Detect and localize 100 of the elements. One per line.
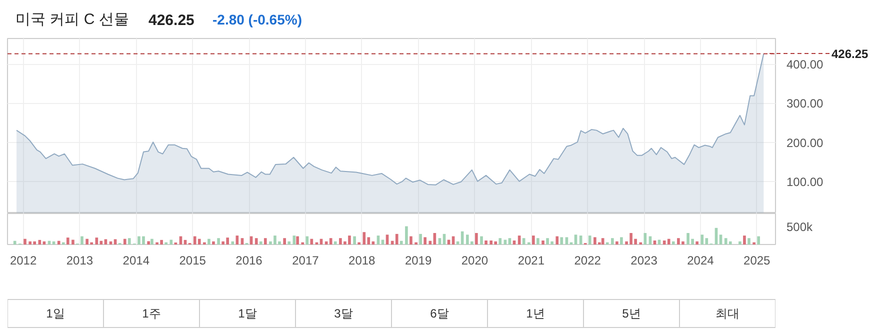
ref-line-label: 426.25	[832, 47, 869, 62]
bar	[395, 234, 398, 244]
bar	[128, 238, 131, 244]
x-tick-label: 2014	[122, 254, 150, 268]
bar	[310, 238, 314, 244]
bar	[498, 238, 502, 244]
bar	[212, 241, 215, 244]
bar	[198, 238, 201, 244]
bar	[611, 238, 614, 244]
category-label: 1달	[238, 306, 257, 320]
y-tick-label: 400.00	[786, 58, 824, 72]
x-tick-label: 2023	[630, 254, 658, 268]
bar	[217, 238, 220, 244]
bar	[672, 241, 675, 244]
bar	[480, 236, 483, 244]
bar	[542, 240, 544, 244]
bar	[259, 241, 262, 244]
chart-subtitle: 426.25	[148, 12, 194, 29]
bar	[644, 233, 647, 244]
bar	[738, 241, 742, 244]
bar	[95, 238, 98, 244]
bar	[696, 241, 698, 244]
bar	[66, 238, 70, 244]
x-tick-label: 2017	[292, 254, 320, 268]
y-tick-label: 300.00	[786, 96, 824, 111]
bar	[556, 236, 559, 244]
bar	[475, 233, 478, 244]
bar	[353, 236, 356, 244]
bar	[536, 238, 540, 244]
x-tick-label: 2020	[461, 254, 488, 268]
bar	[123, 238, 126, 244]
bar	[114, 239, 117, 244]
category-label: 6달	[430, 306, 449, 320]
y-tick-label: 100.00	[786, 175, 824, 190]
bar	[616, 241, 618, 244]
category-label: 1일	[46, 306, 65, 320]
bar	[72, 240, 74, 244]
bar	[405, 226, 408, 244]
bar	[757, 236, 760, 244]
text: 500k	[786, 220, 814, 234]
bar	[254, 238, 258, 244]
bar	[620, 237, 623, 244]
bar	[522, 238, 526, 244]
category-label: 최대	[716, 306, 740, 320]
bar	[292, 236, 296, 244]
x-tick-label: 2025	[744, 254, 771, 268]
bar	[400, 240, 403, 244]
chart-title: 미국 커피 C 선물	[16, 11, 129, 28]
bar	[424, 237, 426, 244]
bar	[508, 238, 512, 244]
bar	[748, 238, 750, 244]
category-label: 1주	[142, 306, 161, 320]
y-tick-label: 200.00	[786, 136, 824, 150]
bar	[565, 237, 568, 244]
bar	[170, 240, 173, 244]
bar	[240, 238, 244, 244]
bar	[428, 240, 432, 244]
category-label: 1년	[526, 306, 545, 320]
bar	[743, 236, 746, 244]
bar	[719, 234, 722, 244]
bar	[231, 241, 234, 244]
bar	[57, 240, 60, 244]
x-tick-label: 2013	[66, 254, 94, 268]
x-tick-label: 2016	[236, 254, 263, 268]
bar	[362, 232, 366, 244]
bar	[306, 236, 309, 244]
bar	[728, 241, 732, 244]
bar	[334, 241, 337, 244]
bar	[296, 236, 299, 244]
category-label: 3달	[334, 306, 353, 320]
bar	[283, 238, 286, 244]
bar	[150, 238, 154, 244]
bar	[490, 240, 493, 244]
bar	[667, 238, 670, 244]
bar	[700, 234, 704, 244]
bar	[24, 238, 26, 244]
bar	[601, 238, 604, 244]
bar	[147, 241, 150, 244]
bar	[560, 237, 564, 244]
bar	[532, 236, 535, 244]
bar	[104, 239, 108, 244]
bar	[386, 234, 389, 244]
bar	[484, 240, 488, 244]
bar	[329, 238, 332, 244]
bar	[208, 238, 210, 244]
x-tick-label: 2024	[687, 254, 714, 268]
x-tick-label: 2021	[518, 254, 545, 268]
category-label: 5년	[622, 306, 641, 320]
bar	[588, 236, 592, 244]
text: -2.80 (-0.65%)	[212, 12, 302, 28]
bar	[574, 234, 578, 244]
x-tick-label: 2015	[179, 254, 206, 268]
bar	[264, 238, 267, 244]
bar	[438, 238, 442, 244]
x-tick-label: 2012	[10, 254, 37, 268]
x-tick-label: 2022	[574, 254, 602, 268]
bar	[419, 234, 422, 244]
x-tick-label: 2018	[348, 254, 376, 268]
bar	[288, 241, 290, 244]
bar	[410, 236, 412, 244]
